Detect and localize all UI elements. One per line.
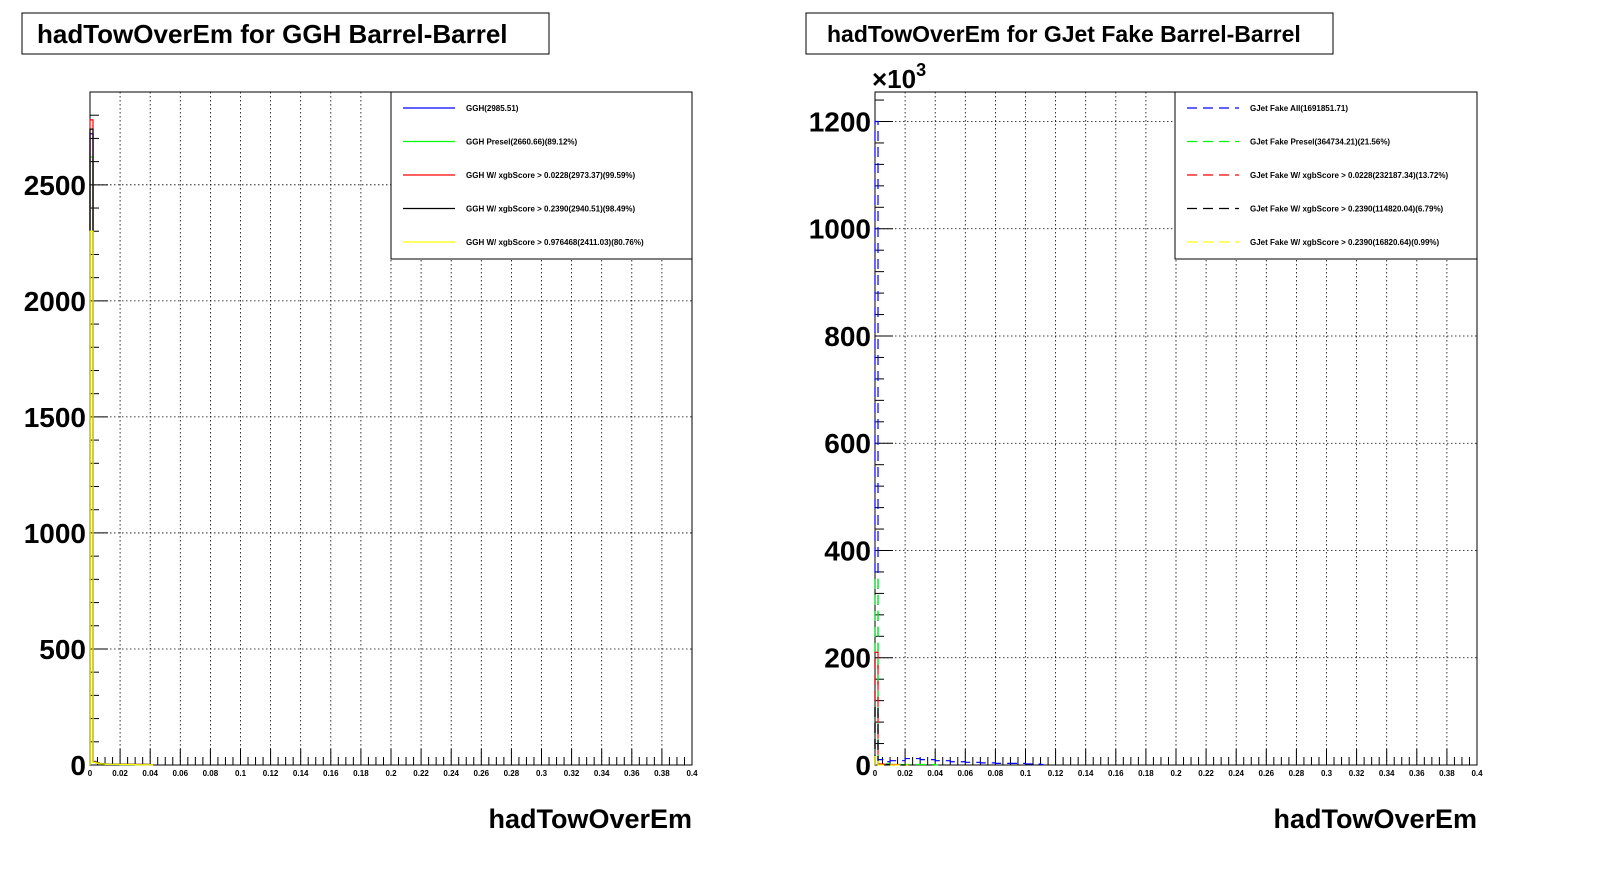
x-tick-label: 0 <box>88 769 93 778</box>
x-tick-label: 0.3 <box>1321 769 1333 778</box>
y-tick-label: 600 <box>824 428 871 459</box>
series-group <box>89 119 154 766</box>
x-tick-label: 0.12 <box>263 769 279 778</box>
x-tick-label: 0.22 <box>1198 769 1214 778</box>
legend: GGH(2985.51) GGH Presel(2660.66)(89.12%) G… <box>390 91 693 260</box>
title-box <box>21 12 550 55</box>
series-line-2 <box>874 576 939 766</box>
x-tick-label: 0.26 <box>474 769 490 778</box>
x-tick-label: 0.26 <box>1259 769 1275 778</box>
x-tick-label: 0.18 <box>353 769 369 778</box>
x-tick-label: 0.24 <box>443 769 459 778</box>
x-tick-label: 0 <box>873 769 878 778</box>
y-tick-label: 0 <box>70 750 86 781</box>
y-tick-label: 500 <box>39 634 86 665</box>
x-tick-label: 0.06 <box>173 769 189 778</box>
x-axis-title: hadTowOverEm <box>488 804 692 834</box>
title-box <box>805 12 1334 55</box>
x-tick-label: 0.22 <box>413 769 429 778</box>
x-tick-label: 0.36 <box>624 769 640 778</box>
legend-label-1: GJet Fake All(1691851.71) <box>1250 104 1348 113</box>
x-tick-label: 0.02 <box>112 769 128 778</box>
legend-label-5: GJet Fake W/ xgbScore > 0.2390(16820.64)… <box>1250 238 1440 247</box>
x-tick-label: 0.38 <box>1439 769 1455 778</box>
legend-label-2: GJet Fake Presel(364734.21)(21.56%) <box>1250 138 1390 147</box>
chart-title: hadTowOverEm for GGH Barrel-Barrel <box>37 19 508 49</box>
x-tick-label: 0.08 <box>203 769 219 778</box>
y-tick-label: 1000 <box>809 214 871 245</box>
series-line-5 <box>874 755 909 766</box>
chart-panel-2: hadTowOverEm for GJet Fake Barrel-Barrel… <box>805 12 1483 834</box>
x-tick-label: 0.16 <box>323 769 339 778</box>
legend-label-1: GGH(2985.51) <box>466 104 519 113</box>
legend-label-5: GGH W/ xgbScore > 0.976468(2411.03)(80.7… <box>466 238 644 247</box>
x-tick-label: 0.06 <box>958 769 974 778</box>
x-tick-label: 0.14 <box>293 769 309 778</box>
x-tick-label: 0.2 <box>385 769 397 778</box>
legend-label-3: GGH W/ xgbScore > 0.0228(2973.37)(99.59%… <box>466 171 636 180</box>
legend-label-4: GJet Fake W/ xgbScore > 0.2390(114820.04… <box>1250 205 1444 214</box>
x-tick-label: 0.32 <box>1349 769 1365 778</box>
x-tick-label: 0.04 <box>142 769 158 778</box>
series-line-3 <box>89 119 154 766</box>
axis-multiplier: ×103 <box>872 60 926 94</box>
y-tick-label: 2500 <box>24 170 86 201</box>
multiplier-base: ×10 <box>872 64 916 94</box>
chart-panel-1: hadTowOverEm for GGH Barrel-Barrel 0 0.02 0… <box>21 12 698 834</box>
x-axis-title: hadTowOverEm <box>1273 804 1477 834</box>
series-line-4 <box>874 705 909 766</box>
x-tick-label: 0.12 <box>1048 769 1064 778</box>
series-line-4 <box>89 128 154 766</box>
x-tick-label: 0.1 <box>1020 769 1032 778</box>
legend-label-2: GGH Presel(2660.66)(89.12%) <box>466 138 578 147</box>
x-tick-label: 0.36 <box>1409 769 1425 778</box>
y-tick-label: 1200 <box>809 106 871 137</box>
x-tick-label: 0.32 <box>564 769 580 778</box>
y-tick-label: 400 <box>824 535 871 566</box>
x-tick-label: 0.04 <box>927 769 943 778</box>
legend: GJet Fake All(1691851.71) GJet Fake Prese… <box>1174 91 1478 260</box>
x-axis <box>89 749 693 765</box>
x-tick-label: 0.08 <box>988 769 1004 778</box>
x-tick-label: 0.28 <box>1289 769 1305 778</box>
series-line-2 <box>89 156 154 766</box>
series-line-3 <box>874 651 909 766</box>
series-line-5 <box>89 230 154 766</box>
x-tick-label: 0.24 <box>1228 769 1244 778</box>
y-axis <box>875 99 893 766</box>
series-line-1 <box>89 133 154 766</box>
y-tick-label: 1500 <box>24 402 86 433</box>
y-tick-label: 800 <box>824 321 871 352</box>
x-tick-label: 0.38 <box>654 769 670 778</box>
y-tick-label: 1000 <box>24 518 86 549</box>
x-tick-label: 0.4 <box>1471 769 1483 778</box>
y-tick-label: 200 <box>824 643 871 674</box>
x-tick-label: 0.2 <box>1170 769 1182 778</box>
x-tick-label: 0.4 <box>686 769 698 778</box>
x-tick-label: 0.34 <box>594 769 610 778</box>
x-tick-label: 0.18 <box>1138 769 1154 778</box>
series-line-1 <box>874 120 1044 766</box>
x-tick-label: 0.28 <box>504 769 520 778</box>
x-tick-label: 0.34 <box>1379 769 1395 778</box>
y-tick-label: 0 <box>855 750 871 781</box>
chart-title: hadTowOverEm for GJet Fake Barrel-Barrel <box>827 21 1301 47</box>
series-group <box>874 120 1044 766</box>
multiplier-exponent: 3 <box>916 60 926 80</box>
x-tick-label: 0.16 <box>1108 769 1124 778</box>
x-tick-label: 0.14 <box>1078 769 1094 778</box>
x-tick-label: 0.02 <box>897 769 913 778</box>
y-tick-label: 2000 <box>24 286 86 317</box>
legend-label-4: GGH W/ xgbScore > 0.2390(2940.51)(98.49%… <box>466 205 636 214</box>
legend-label-3: GJet Fake W/ xgbScore > 0.0228(232187.34… <box>1250 171 1448 180</box>
x-tick-label: 0.1 <box>235 769 247 778</box>
x-tick-label: 0.3 <box>536 769 548 778</box>
